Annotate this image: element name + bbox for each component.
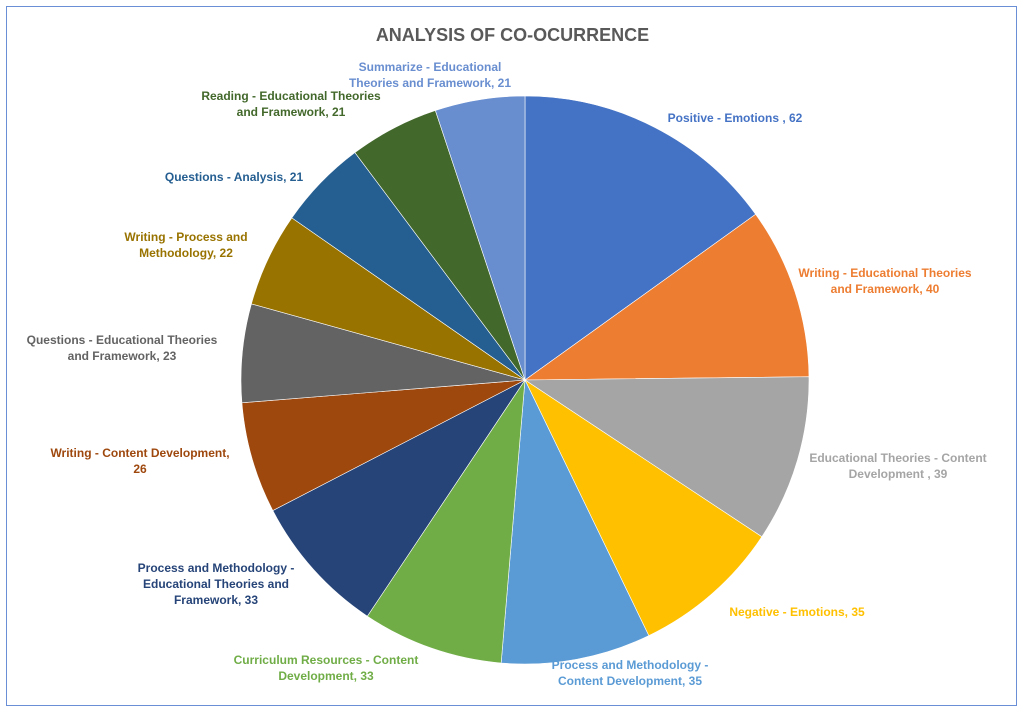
slice-data-label: Process and Methodology -Educational The… xyxy=(138,561,295,607)
slice-data-label: Writing - Educational Theories and Framew… xyxy=(798,266,971,296)
slice-data-label: Educational Theories - Content Developmen… xyxy=(809,451,986,481)
pie-slice xyxy=(500,378,650,665)
slice-data-label: Positive - Emotions , 62 xyxy=(668,111,803,125)
slice-data-label: Reading - Educational Theories and Framew… xyxy=(201,89,381,119)
pie-slice xyxy=(524,213,810,381)
slice-data-label: Process and Methodology -Content Develop… xyxy=(552,658,709,688)
slice-data-label: Writing - Content Development, 26 xyxy=(50,446,229,476)
slice-data-label: Curriculum Resources - Content Developmen… xyxy=(234,653,419,683)
pie-slice xyxy=(524,376,810,538)
pie-slice xyxy=(272,379,526,617)
slice-data-label: Questions - Educational Theories and Fram… xyxy=(27,333,218,363)
pie-slice xyxy=(241,379,526,511)
slice-data-label: Writing - Process and Methodology, 22 xyxy=(124,230,247,260)
pie-slice xyxy=(524,379,763,637)
pie-slice xyxy=(435,95,526,381)
pie-slice xyxy=(524,95,757,381)
pie-slice xyxy=(366,379,526,664)
chart-title: ANALYSIS OF CO-OCURRENCE xyxy=(375,25,650,45)
slice-data-label: Summarize - Educational Theories and Fram… xyxy=(349,60,511,90)
slice-data-label: Negative - Emotions, 35 xyxy=(729,605,865,619)
slice-data-label: Questions - Analysis, 21 xyxy=(165,170,304,184)
